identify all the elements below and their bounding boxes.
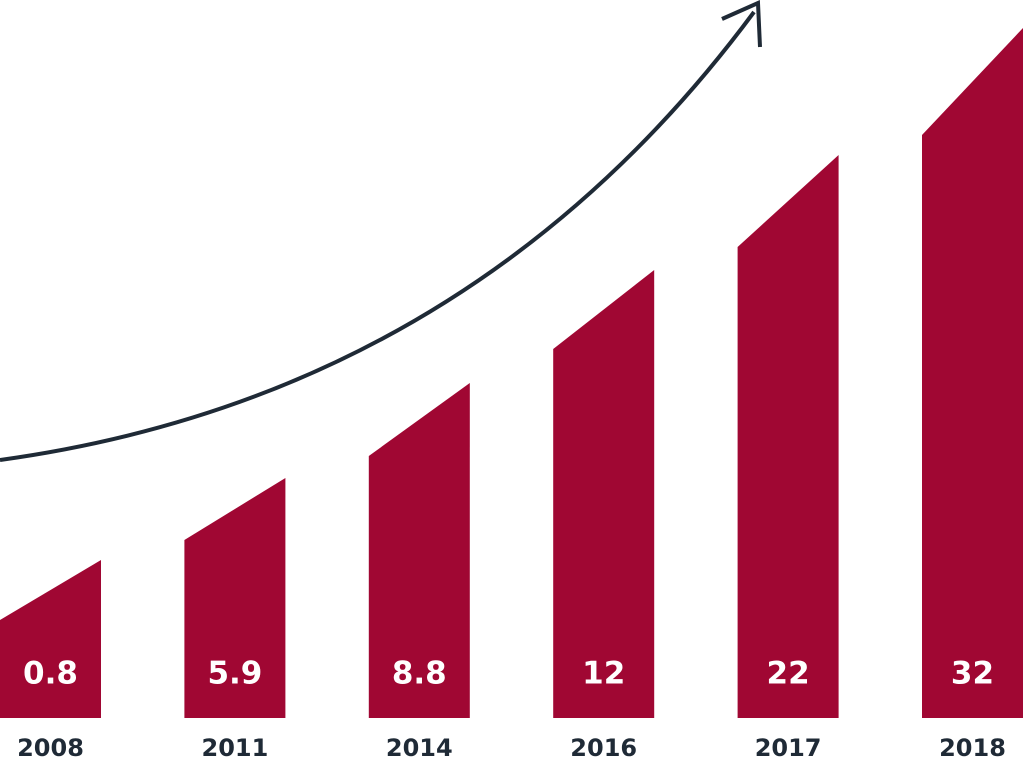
bar	[922, 28, 1023, 718]
bar	[184, 478, 286, 718]
x-tick-label: 2014	[386, 734, 453, 762]
x-tick-label: 2017	[755, 734, 822, 762]
value-label: 8.8	[392, 656, 447, 692]
arrow-head	[721, 0, 762, 48]
bar	[553, 270, 655, 718]
bar	[0, 560, 101, 718]
x-tick-label: 2008	[17, 734, 84, 762]
x-tick-label: 2011	[202, 734, 269, 762]
x-tick-label: 2016	[570, 734, 637, 762]
bar	[368, 383, 470, 718]
value-label: 32	[951, 656, 994, 692]
value-label: 0.8	[23, 656, 78, 692]
value-label: 22	[767, 656, 810, 692]
x-tick-label: 2018	[939, 734, 1006, 762]
bar	[737, 155, 839, 718]
value-label: 5.9	[207, 656, 262, 692]
value-label: 12	[582, 656, 625, 692]
trend-arrow	[0, 10, 756, 462]
